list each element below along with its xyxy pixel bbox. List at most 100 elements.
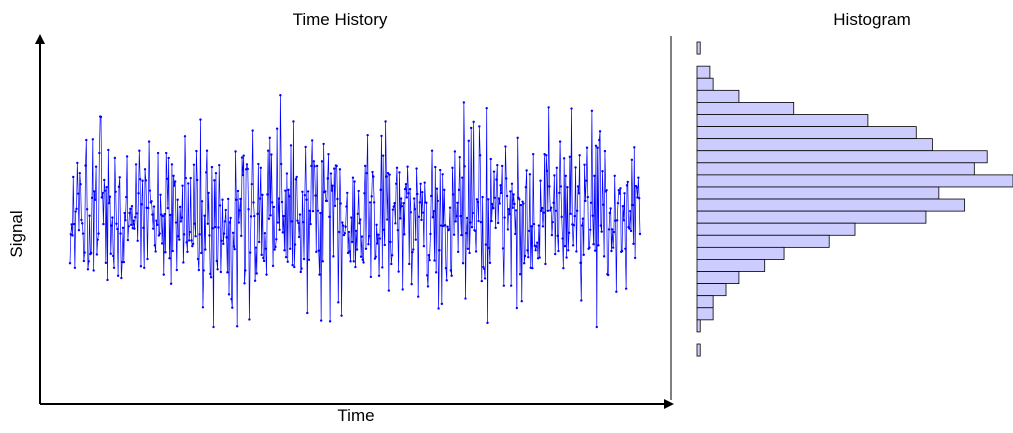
signal-point xyxy=(459,214,462,218)
signal-point xyxy=(390,262,393,266)
signal-point xyxy=(271,264,275,268)
signal-point xyxy=(607,228,611,231)
signal-point xyxy=(381,266,384,269)
signal-point xyxy=(273,248,276,251)
signal-point xyxy=(620,249,624,253)
signal-point xyxy=(346,191,349,195)
signal-point xyxy=(622,219,625,222)
signal-point xyxy=(175,268,179,272)
signal-point xyxy=(355,248,359,251)
signal-point xyxy=(514,232,517,236)
signal-point xyxy=(179,220,183,223)
signal-point xyxy=(588,246,591,249)
histogram-bar xyxy=(696,41,701,55)
signal-point xyxy=(468,251,471,255)
signal-point xyxy=(399,197,403,200)
signal-point xyxy=(549,206,553,209)
signal-point xyxy=(624,247,627,250)
signal-point xyxy=(567,249,570,252)
signal-point xyxy=(200,200,204,203)
signal-point xyxy=(394,222,397,225)
signal-point xyxy=(558,140,562,143)
histogram-bar xyxy=(696,246,785,260)
signal-point xyxy=(202,269,205,272)
signal-point xyxy=(314,194,317,197)
signal-point xyxy=(178,205,182,209)
signal-point xyxy=(356,212,360,216)
signal-point xyxy=(331,184,334,187)
signal-point xyxy=(107,201,111,205)
signal-point xyxy=(140,203,143,206)
signal-point xyxy=(221,198,224,201)
signal-point xyxy=(319,319,323,322)
signal-point xyxy=(427,254,430,257)
signal-point xyxy=(450,274,453,277)
signal-point xyxy=(143,168,147,171)
signal-point xyxy=(194,235,197,238)
signal-point xyxy=(516,136,519,140)
signal-point xyxy=(372,175,375,178)
signal-point xyxy=(452,233,456,236)
signal-point xyxy=(438,249,441,252)
signal-point xyxy=(84,164,87,167)
signal-point xyxy=(521,200,524,203)
signal-point xyxy=(284,189,287,192)
signal-point xyxy=(569,212,572,216)
signal-point xyxy=(77,228,81,232)
signal-point xyxy=(211,227,214,230)
signal-point xyxy=(374,255,377,258)
signal-point xyxy=(505,194,509,198)
signal-point xyxy=(472,120,475,124)
signal-point xyxy=(479,220,483,224)
signal-point xyxy=(257,162,260,166)
signal-point xyxy=(86,268,90,271)
signal-point xyxy=(611,246,615,249)
signal-point xyxy=(284,255,288,259)
signal-point xyxy=(139,265,143,268)
signal-point xyxy=(385,175,388,178)
signal-point xyxy=(315,164,319,168)
signal-point xyxy=(507,208,510,211)
signal-point xyxy=(249,215,253,218)
signal-point xyxy=(635,186,638,189)
signal-point xyxy=(436,199,439,203)
signal-point xyxy=(593,174,596,178)
signal-point xyxy=(80,218,83,222)
signal-point xyxy=(602,203,605,206)
signal-point xyxy=(203,214,206,217)
signal-point xyxy=(112,266,116,269)
signal-point xyxy=(504,145,507,148)
signal-point xyxy=(603,149,607,153)
signal-point xyxy=(500,191,503,195)
signal-point xyxy=(489,157,492,161)
signal-point xyxy=(511,206,514,209)
signal-point xyxy=(283,249,286,252)
signal-point xyxy=(240,234,243,238)
signal-point xyxy=(590,109,594,113)
signal-point xyxy=(608,211,612,215)
signal-point xyxy=(497,197,501,200)
signal-point xyxy=(335,164,338,168)
signal-point xyxy=(148,189,152,192)
signal-point xyxy=(191,244,194,248)
signal-point xyxy=(119,232,122,235)
histogram-bar xyxy=(696,307,714,321)
signal-point xyxy=(288,247,292,250)
histogram-bar xyxy=(696,126,917,140)
signal-point xyxy=(316,209,320,212)
signal-point xyxy=(565,256,568,259)
signal-point xyxy=(147,206,150,210)
signal-point xyxy=(530,225,533,228)
signal-point xyxy=(348,250,351,253)
signal-point xyxy=(298,213,302,216)
signal-point xyxy=(134,216,137,219)
signal-point xyxy=(477,219,480,223)
signal-point xyxy=(332,255,335,258)
signal-point xyxy=(265,273,268,276)
signal-point xyxy=(475,198,479,201)
signal-point xyxy=(411,251,414,254)
signal-point xyxy=(243,282,246,285)
signal-point xyxy=(596,146,599,149)
signal-point xyxy=(542,211,545,214)
signal-point xyxy=(248,318,251,321)
